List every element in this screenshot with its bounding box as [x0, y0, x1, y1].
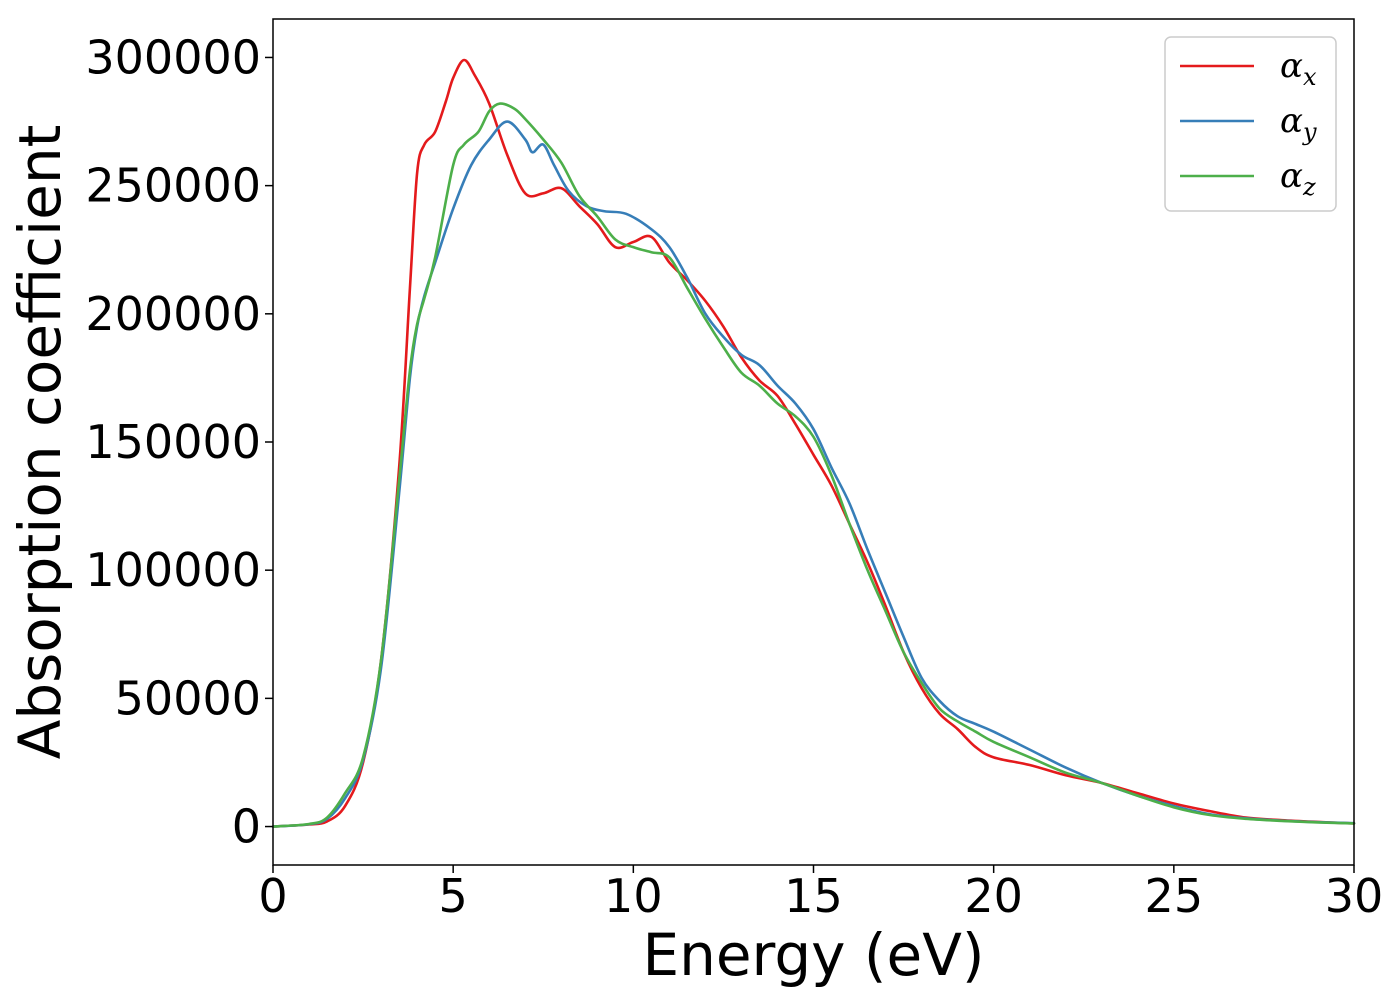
legend-label-z: αz: [1280, 156, 1316, 201]
x-tick-label: 5: [439, 869, 468, 923]
x-tick-label: 20: [964, 869, 1023, 923]
x-tick-label: 15: [784, 869, 843, 923]
series-layer: [271, 58, 1356, 828]
x-tick-label: 30: [1325, 869, 1384, 923]
legend: αx αy αz: [1164, 36, 1337, 212]
x-tick-label: 10: [604, 869, 663, 923]
y-axis: 0 50000 100000 150000 200000 250000 300000: [85, 30, 273, 854]
legend-label-x: αx: [1280, 46, 1317, 91]
series-line-z: [271, 102, 1356, 828]
y-tick-label: 300000: [85, 30, 261, 84]
y-tick-label: 50000: [115, 671, 261, 725]
legend-label-y: αy: [1280, 101, 1317, 146]
y-tick-label: 200000: [85, 287, 261, 341]
x-axis-label: Energy (eV): [642, 921, 984, 989]
y-tick-label: 100000: [85, 543, 261, 597]
y-tick-label: 150000: [85, 415, 261, 469]
x-axis: 0 5 10 15 20 25 30: [258, 865, 1383, 923]
x-tick-label: 0: [258, 869, 287, 923]
y-tick-label: 0: [232, 800, 261, 854]
y-axis-label: Absorption coefficient: [6, 125, 74, 760]
x-tick-label: 25: [1145, 869, 1204, 923]
legend-box: [1164, 36, 1337, 212]
y-tick-label: 250000: [85, 159, 261, 213]
